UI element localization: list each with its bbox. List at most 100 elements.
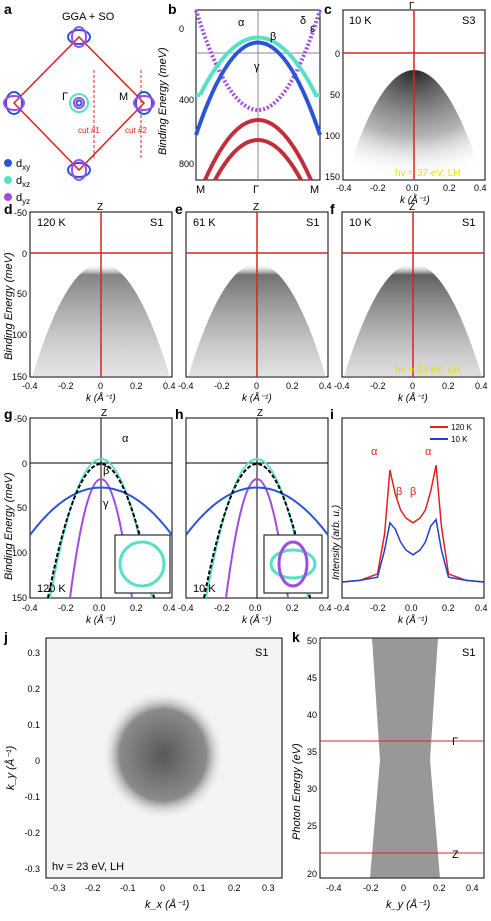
j-xtick: 0 (160, 883, 165, 893)
c-temp: 10 K (349, 15, 372, 27)
h-inset-ellipse (269, 548, 317, 580)
j-xtick: 0.3 (262, 883, 275, 893)
g-xlabel: k (Å⁻¹) (86, 613, 116, 626)
panel-b-label: b (168, 1, 177, 17)
b-xtick: Γ (253, 184, 259, 196)
d-sample: S1 (150, 217, 163, 229)
i-xtick: 0.4 (475, 603, 488, 613)
g-ytick: 0 (22, 459, 27, 469)
panel-f-label: f (330, 201, 335, 217)
f-note: hv = 23 eV, LH (395, 365, 461, 376)
c-sample: S3 (462, 15, 475, 27)
h-xtick: -0.4 (178, 603, 194, 613)
panel-f: f Z 10 K S1 hv = 23 eV, LH -0.4 -0.2 0 0… (330, 201, 488, 404)
g-ytick: 100 (12, 548, 27, 558)
panel-c: c Γ 10 K S3 hv = 37 eV, LH 0 50 100 150 … (324, 1, 487, 206)
panel-k: k Γ Z S1 50 45 40 35 30 25 20 Photon Ene… (291, 629, 485, 911)
i-xlabel: k (Å⁻¹) (398, 613, 428, 626)
b-xtick: M (196, 184, 205, 196)
d-ytick: 100 (12, 330, 27, 340)
c-top-label: Γ (409, 1, 415, 12)
j-xtick: -0.2 (85, 883, 101, 893)
k-xtick: 0.2 (433, 883, 446, 893)
e-xtick: -0.4 (178, 381, 194, 391)
gamma-point-label: Γ (62, 91, 68, 103)
g-ytick: -50 (14, 414, 27, 424)
c-ytick: 100 (325, 131, 340, 141)
svg-text:dyz: dyz (16, 192, 30, 206)
k-xtick: -0.4 (326, 883, 342, 893)
panel-k-label: k (292, 629, 300, 645)
j-ytick: 0.2 (27, 684, 40, 694)
k-ylabel: Photon Energy (eV) (291, 743, 303, 840)
e-top: Z (253, 202, 259, 213)
b-ylabel: Binding Energy (meV) (157, 47, 169, 155)
f-top: Z (409, 202, 415, 213)
panel-j-label: j (3, 629, 8, 645)
j-xlabel: k_x (Å⁻¹) (145, 898, 190, 911)
k-ytick: 45 (307, 673, 317, 683)
d-xtick: -0.2 (58, 381, 74, 391)
panel-d: d Z 120 K S1 -50 0 50 100 150 Binding En… (3, 201, 176, 404)
g-alpha: α (122, 433, 129, 445)
g-gamma: γ (103, 498, 109, 510)
j-ytick: -0.1 (24, 792, 40, 802)
i-series-group (341, 465, 485, 583)
h-xtick: -0.2 (214, 603, 230, 613)
c-xtick: 0.4 (474, 183, 487, 193)
j-ylabel: k_y (Å⁻¹) (4, 745, 17, 790)
k-sample: S1 (462, 647, 475, 659)
j-xtick: -0.3 (50, 883, 66, 893)
panel-i: i 120 K 10 K α α β β Intensity (arb. u.)… (330, 406, 488, 626)
b-ytick: 800 (179, 159, 194, 169)
d-top: Z (97, 202, 103, 213)
c-xlabel: k (Å⁻¹) (400, 193, 430, 206)
k-xlabel: k_y (Å⁻¹) (386, 898, 431, 911)
panel-h-label: h (175, 406, 184, 422)
i-alpha-right: α (425, 446, 432, 458)
f-sample: S1 (462, 217, 475, 229)
fermi-pockets (3, 26, 155, 181)
c-xtick: 0.2 (443, 183, 456, 193)
panel-a-label: a (4, 1, 12, 17)
h-inset-ellipse2 (277, 540, 309, 588)
e-temp: 61 K (193, 217, 216, 229)
j-fermi-map (101, 690, 225, 820)
d-xtick: 0.4 (163, 381, 176, 391)
g-xtick: 0.2 (130, 603, 143, 613)
j-ytick: 0 (35, 756, 40, 766)
panel-d-label: d (4, 201, 13, 217)
panel-h: h Z 10 K -0.4 -0.2 0.0 0.2 0.4 k (Å⁻¹) (175, 406, 332, 626)
d-ytick: 50 (17, 289, 27, 299)
panel-a-title: GGA + SO (62, 11, 115, 23)
svg-text:dxz: dxz (16, 175, 30, 189)
d-xtick: -0.4 (22, 381, 38, 391)
j-xtick: 0.1 (193, 883, 206, 893)
h-temp: 10 K (193, 583, 216, 595)
d-ytick: 150 (12, 372, 27, 382)
h-xtick: 0.2 (286, 603, 299, 613)
b-xtick: M (310, 184, 319, 196)
i-legend-120k: 120 K (451, 423, 473, 432)
g-top: Z (101, 408, 107, 419)
e-xlabel: k (Å⁻¹) (242, 391, 272, 404)
j-ytick: -0.2 (24, 828, 40, 838)
h-xtick: 0.0 (249, 603, 262, 613)
cut1-label: cut #1 (78, 126, 100, 135)
legend-dyz-name: d (16, 192, 22, 204)
g-xtick: -0.2 (58, 603, 74, 613)
panel-j: j S1 hv = 23 eV, LH 0.3 0.2 0.1 0 -0.1 -… (3, 629, 283, 911)
band-gamma-label: γ (254, 61, 260, 73)
panel-i-label: i (330, 406, 334, 422)
i-beta-left: β (396, 486, 402, 498)
k-ytick: 40 (307, 710, 317, 720)
g-ytick: 50 (17, 503, 27, 513)
band-epsilon-label: ε (310, 23, 315, 35)
h-inset (263, 534, 323, 594)
k-z-label: Z (452, 849, 459, 861)
legend-dxz-name: d (16, 175, 22, 187)
k-ytick: 30 (307, 784, 317, 794)
h-xtick: 0.4 (319, 603, 332, 613)
k-xtick: 0.4 (466, 883, 479, 893)
panel-i-frame (341, 417, 485, 599)
